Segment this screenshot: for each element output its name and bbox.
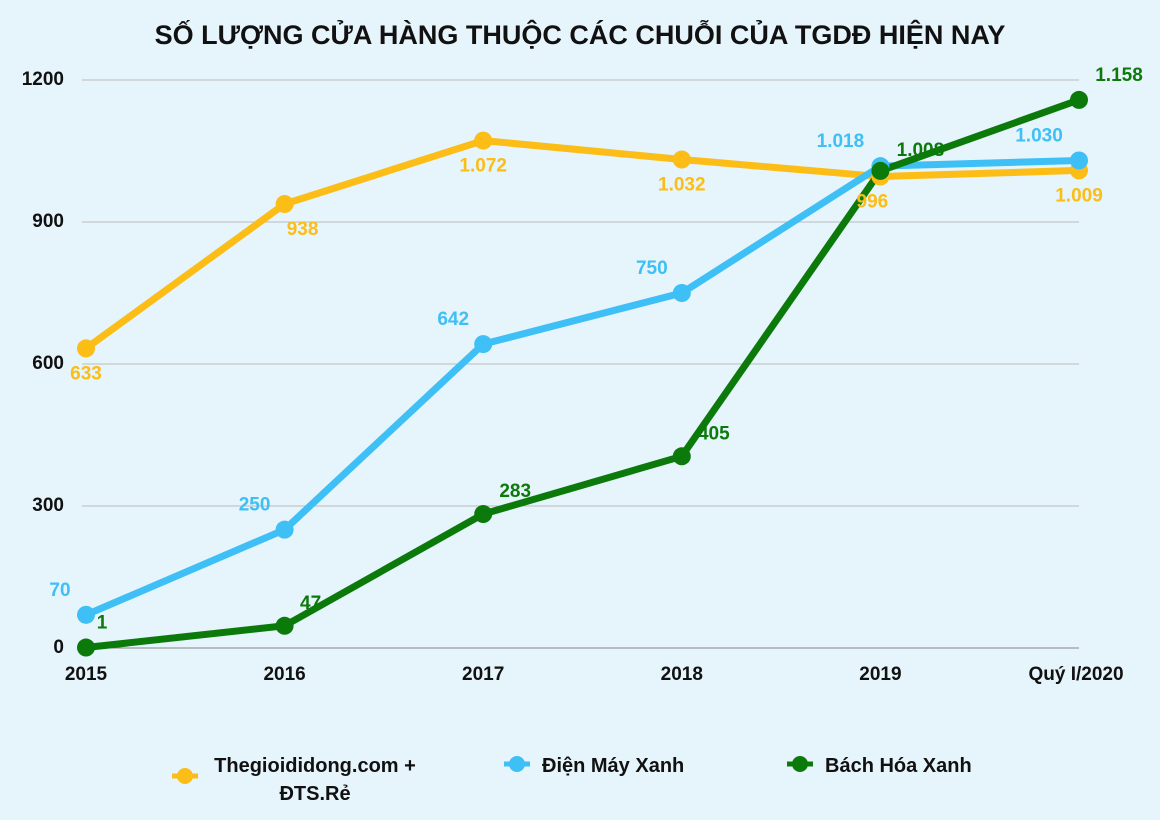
marker bbox=[474, 131, 493, 150]
data-label: 1.032 bbox=[658, 175, 706, 196]
x-tick-label: 2017 bbox=[462, 664, 504, 685]
marker bbox=[672, 284, 691, 302]
legend-item: Điện Máy Xanh bbox=[502, 752, 684, 780]
data-label: 250 bbox=[239, 495, 271, 516]
x-tick-label: 2016 bbox=[263, 664, 305, 685]
data-label: 1.030 bbox=[1015, 125, 1063, 146]
marker bbox=[275, 520, 294, 539]
data-label: 405 bbox=[698, 423, 730, 444]
data-label: 938 bbox=[287, 219, 319, 240]
y-tick-label: 300 bbox=[32, 495, 64, 516]
legend-icon bbox=[787, 756, 813, 772]
legend-item: Thegioididong.com + ĐTS.Rẻ bbox=[170, 752, 420, 808]
data-label: 1.072 bbox=[459, 156, 507, 177]
line bbox=[85, 96, 1081, 652]
data-label: 70 bbox=[49, 580, 70, 601]
marker bbox=[77, 638, 95, 657]
marker bbox=[871, 161, 890, 180]
data-label: 996 bbox=[857, 192, 889, 213]
data-label: 1.018 bbox=[817, 131, 865, 152]
marker bbox=[77, 605, 95, 624]
chart-title: SỐ LƯỢNG CỬA HÀNG THUỘC CÁC CHUỖI CỦA TG… bbox=[155, 18, 1006, 50]
data-label: 642 bbox=[437, 309, 469, 330]
legend-dot bbox=[177, 768, 193, 784]
data-label: 47 bbox=[300, 593, 321, 614]
y-tick-label: 1200 bbox=[22, 69, 64, 90]
data-label: 1.008 bbox=[897, 140, 945, 161]
marker bbox=[77, 339, 95, 358]
legend-label: Bách Hóa Xanh bbox=[825, 755, 972, 777]
legend-dot bbox=[509, 756, 525, 772]
legend-icon bbox=[172, 768, 198, 784]
marker bbox=[672, 447, 691, 466]
marker bbox=[275, 616, 294, 635]
x-tick-label: 2018 bbox=[661, 664, 703, 685]
data-label: 633 bbox=[70, 363, 102, 384]
data-label: 750 bbox=[636, 258, 668, 279]
marker bbox=[474, 335, 493, 354]
legend-item: Bách Hóa Xanh bbox=[785, 752, 972, 780]
data-label: 1.158 bbox=[1095, 65, 1143, 86]
marker bbox=[672, 150, 691, 169]
marker bbox=[1070, 151, 1088, 170]
legend-icon bbox=[504, 756, 530, 772]
legend-label: Thegioididong.com + ĐTS.Rẻ bbox=[214, 755, 416, 805]
line bbox=[83, 137, 1080, 352]
marker bbox=[275, 195, 294, 214]
x-tick-label: 2015 bbox=[65, 664, 108, 685]
x-tick-label: 2019 bbox=[859, 664, 901, 685]
marker bbox=[474, 505, 493, 524]
y-tick-label: 900 bbox=[32, 211, 64, 232]
y-tick-label: 0 bbox=[53, 637, 64, 658]
y-tick-label: 600 bbox=[32, 353, 64, 374]
data-label: 1.009 bbox=[1055, 185, 1103, 206]
line bbox=[84, 156, 1080, 619]
data-label: 283 bbox=[499, 481, 531, 502]
x-tick-label: Quý I/2020 bbox=[1028, 664, 1123, 685]
legend-label: Điện Máy Xanh bbox=[542, 755, 685, 777]
data-label: 1 bbox=[97, 613, 108, 634]
marker bbox=[1070, 90, 1088, 109]
legend-dot bbox=[792, 756, 808, 772]
